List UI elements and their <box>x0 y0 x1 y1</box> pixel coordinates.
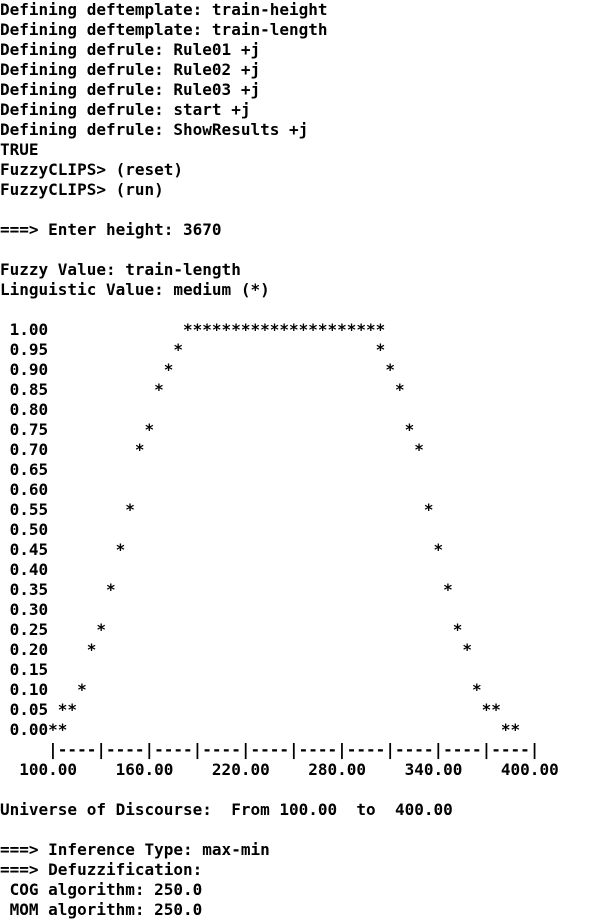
console-line: Defining defrule: ShowResults +j <box>0 120 309 139</box>
console-line: Defining defrule: Rule03 +j <box>0 80 261 99</box>
console-line: 0.30 <box>0 600 49 619</box>
console-line: 0.95 * * <box>0 340 386 359</box>
console-line: 0.35 * * <box>0 580 453 599</box>
console-line: ===> Inference Type: max-min <box>0 840 270 859</box>
console-line: 0.80 <box>0 400 49 419</box>
console-line: 0.00** ** <box>0 720 521 739</box>
console-line: 0.10 * * <box>0 680 482 699</box>
console-line: Defining defrule: Rule01 +j <box>0 40 261 59</box>
console-line: MOM algorithm: 250.0 <box>0 900 203 919</box>
console-line: 0.55 * * <box>0 500 434 519</box>
console-line: Fuzzy Value: train-length <box>0 260 241 279</box>
console-line: Defining defrule: start +j <box>0 100 251 119</box>
console-line: Defining deftemplate: train-length <box>0 20 328 39</box>
console-line: 0.20 * * <box>0 640 473 659</box>
console-line: |----|----|----|----|----|----|----|----… <box>0 740 540 759</box>
console-line: COG algorithm: 250.0 <box>0 880 203 899</box>
console-line: 0.05 ** ** <box>0 700 501 719</box>
console-line: TRUE <box>0 140 39 159</box>
console-line: Defining defrule: Rule02 +j <box>0 60 261 79</box>
console-line: 0.70 * * <box>0 440 424 459</box>
console-line: 0.90 * * <box>0 360 395 379</box>
console-line: Defining deftemplate: train-height <box>0 0 328 19</box>
console-line: FuzzyCLIPS> (run) <box>0 180 164 199</box>
console-line: Linguistic Value: medium (*) <box>0 280 270 299</box>
console-line: 0.75 * * <box>0 420 415 439</box>
console-line: 0.50 <box>0 520 49 539</box>
console-line: 0.65 <box>0 460 49 479</box>
console-line: ===> Defuzzification: <box>0 860 203 879</box>
console-line: 0.45 * * <box>0 540 444 559</box>
console-line: 100.00 160.00 220.00 280.00 340.00 400.0… <box>0 760 559 779</box>
console-line: Universe of Discourse: From 100.00 to 40… <box>0 800 453 819</box>
console-line: ===> Enter height: 3670 <box>0 220 222 239</box>
console-line: 0.60 <box>0 480 49 499</box>
console-line: FuzzyCLIPS> (reset) <box>0 160 184 179</box>
console-line: 1.00 ********************* <box>0 320 386 339</box>
console-line: 0.15 <box>0 660 49 679</box>
console-line: 0.25 * * <box>0 620 463 639</box>
console-line: 0.40 <box>0 560 49 579</box>
console-line: 0.85 * * <box>0 380 405 399</box>
